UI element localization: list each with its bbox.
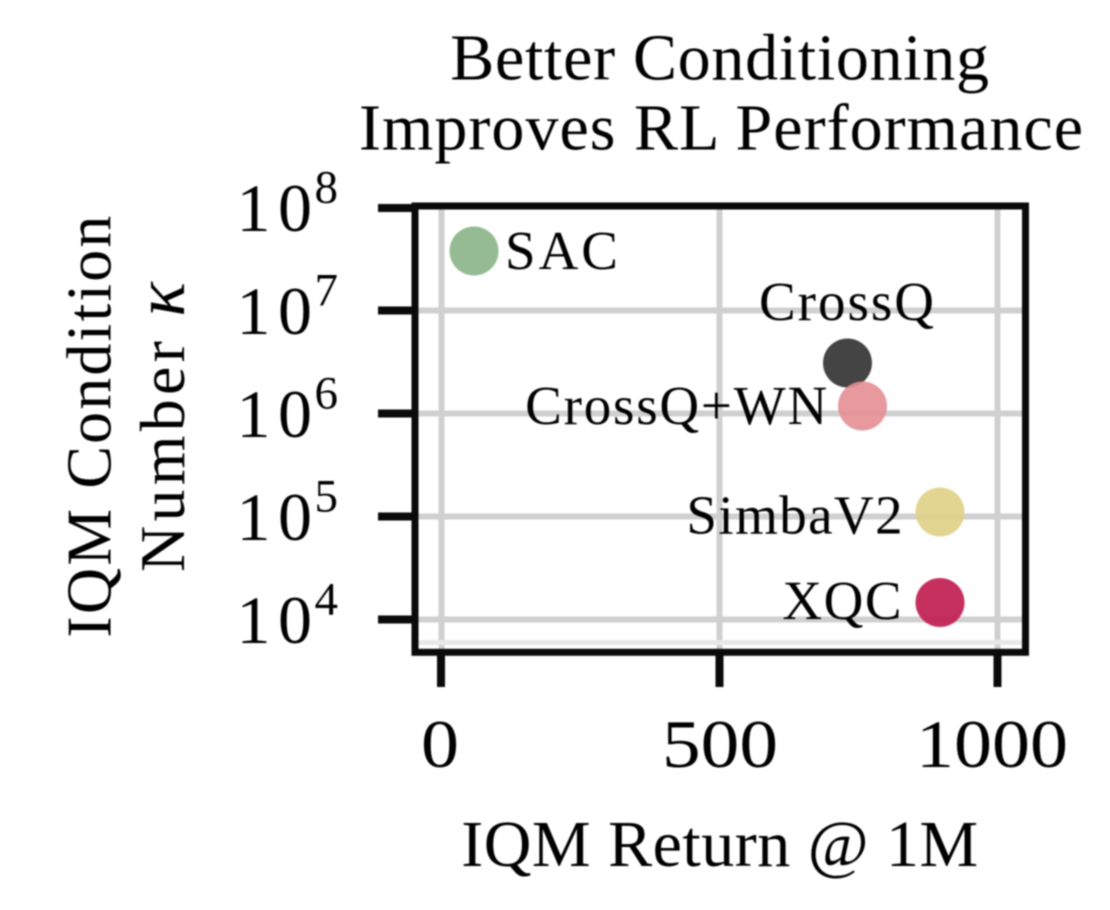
svg-text:104: 104: [237, 574, 339, 659]
svg-text:IQM Return @ 1M: IQM Return @ 1M: [461, 808, 978, 881]
svg-text:105: 105: [237, 471, 339, 556]
svg-text:1000: 1000: [916, 706, 1068, 782]
svg-text:107: 107: [237, 265, 339, 350]
svg-text:XQC: XQC: [782, 570, 903, 631]
svg-text:108: 108: [237, 162, 339, 247]
svg-text:CrossQ+WN: CrossQ+WN: [525, 375, 829, 436]
svg-text:Better Conditioning: Better Conditioning: [450, 22, 989, 95]
svg-text:CrossQ: CrossQ: [759, 271, 936, 332]
svg-text:SimbaV2: SimbaV2: [686, 485, 904, 546]
svg-text:500: 500: [662, 706, 778, 782]
svg-text:IQM Condition: IQM Condition: [54, 216, 125, 638]
svg-text:Number κ: Number κ: [120, 281, 200, 572]
svg-text:0: 0: [421, 706, 459, 782]
svg-text:SAC: SAC: [505, 220, 621, 281]
svg-text:106: 106: [237, 368, 339, 453]
svg-text:Improves RL Performance: Improves RL Performance: [359, 92, 1083, 165]
